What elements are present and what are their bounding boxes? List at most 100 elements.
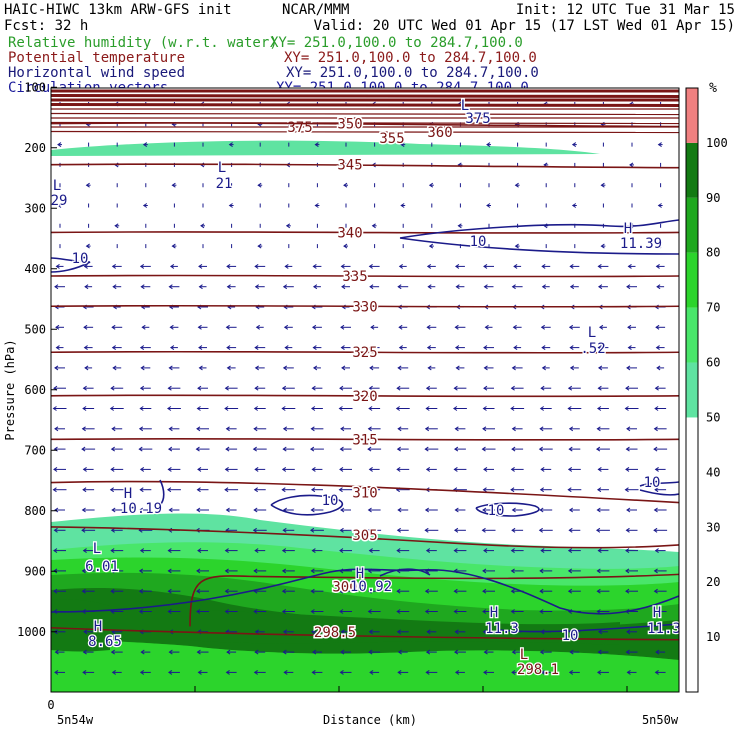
wind-vector-head [597, 548, 602, 554]
wind-vector-head [310, 629, 316, 635]
wind-vector-head [368, 385, 373, 391]
theta-contour [51, 274, 679, 278]
wind-label: 10 [470, 234, 487, 250]
wind-vector-head [310, 406, 316, 411]
theta-line-upper [51, 94, 679, 98]
wind-vector-head [142, 142, 148, 148]
wind-vector-head [343, 182, 348, 188]
wind-vector-head [139, 466, 145, 472]
x-axis-label: Distance (km) [323, 713, 417, 727]
wind-vector-head [484, 324, 489, 330]
wind-vector-head [281, 588, 287, 594]
wind-vector-head [81, 588, 86, 594]
wind-vector-head [397, 365, 402, 371]
theta-contour-label: 355 [379, 131, 404, 147]
humidity-fill [51, 140, 679, 692]
wind-vector-head [398, 263, 403, 269]
theta-contour-label: 305 [352, 528, 377, 544]
wind-vector-head [597, 466, 602, 472]
wind-vector-head [166, 487, 172, 493]
wind-vector-head [483, 649, 488, 655]
wind-vector-head [396, 385, 401, 391]
wind-vector-head [254, 365, 259, 371]
wind-contour [639, 481, 679, 496]
wind-vector-head [483, 548, 488, 554]
wind-vector-head [198, 284, 203, 290]
wind-vector-head [284, 263, 289, 269]
wind-vector-head [169, 263, 175, 269]
wind-vector-head [395, 406, 400, 411]
wind-vector-head [426, 345, 432, 351]
wind-vector-head [109, 406, 114, 411]
wind-vector-head [139, 669, 145, 675]
wind-vector-head [139, 345, 145, 351]
wind-vector-head [255, 324, 260, 330]
wind-vector-head [368, 548, 373, 554]
wind-vector-head [540, 385, 545, 391]
wind-vector-head [511, 527, 516, 533]
wind-vector-head [627, 345, 632, 351]
colorbar-band [686, 142, 698, 198]
theta-contour [51, 122, 679, 128]
theta-contour [51, 304, 679, 308]
wind-vector-head [367, 588, 372, 594]
wind-vector-head [283, 324, 289, 330]
wind-vector-head [54, 649, 59, 655]
wind-vector-head [81, 426, 86, 432]
wind-vector-head [482, 629, 487, 635]
wind-vector-head [625, 649, 630, 655]
wind-vector-head [424, 588, 430, 594]
wind-vector-head [511, 365, 516, 371]
wind-contour [159, 479, 165, 506]
wind-vector-head [510, 487, 515, 493]
wind-vector-head [253, 487, 258, 493]
wind-vector-head [624, 487, 629, 493]
y-tick-label: 500 [24, 322, 46, 336]
wind-vector-head [539, 568, 544, 574]
wind-vector-head [171, 243, 176, 249]
wind-vector-head [452, 406, 458, 411]
wind-vector-head [427, 284, 432, 290]
wind-vector-head [257, 182, 262, 188]
wind-vector-head [539, 588, 544, 594]
wind-vector-head [139, 487, 144, 493]
wind-vector-head [140, 649, 145, 655]
wind-contour [51, 257, 91, 273]
wind-vector-head [196, 609, 201, 614]
wind-vector-head [197, 466, 202, 472]
wind-vector-head [455, 284, 460, 290]
wind-vector-head [112, 284, 117, 290]
x-right-label: 5n50w [642, 713, 679, 727]
theta-contour [51, 350, 679, 354]
wind-vector-head [428, 182, 434, 188]
wind-vector-head [396, 548, 401, 554]
wind-vector-head [454, 629, 459, 635]
wind-vector-head [110, 548, 115, 554]
wind-contour [270, 494, 344, 516]
wind-vector-head [568, 446, 573, 452]
field-name-rh: Relative humidity (w.r.t. water) [8, 35, 278, 51]
wind-vector-head [627, 324, 632, 330]
wind-vector-head [425, 385, 431, 391]
wind-vector-head [370, 324, 375, 330]
wind-vector-head [539, 609, 544, 614]
wind-label: 10.19 [120, 501, 162, 517]
wind-vector-head [397, 649, 402, 655]
wind-vector-head [426, 629, 431, 635]
wind-vector-head [341, 284, 346, 290]
wind-vector-head [166, 406, 172, 411]
wind-vector-head [311, 385, 316, 391]
colorbar-unit: % [709, 81, 717, 96]
wind-vector-head [253, 406, 258, 411]
wind-vector-head [311, 548, 316, 554]
wind-vector-head [139, 385, 145, 391]
wind-vector-head [541, 284, 546, 290]
wind-vector-head [167, 548, 172, 554]
wind-vector-head [339, 609, 344, 614]
wind-vector-head [367, 527, 372, 533]
wind-vector-head [196, 568, 201, 574]
wind-vector-head [397, 284, 402, 290]
wind-vector-head [486, 203, 491, 208]
wind-vector-head [541, 365, 546, 371]
